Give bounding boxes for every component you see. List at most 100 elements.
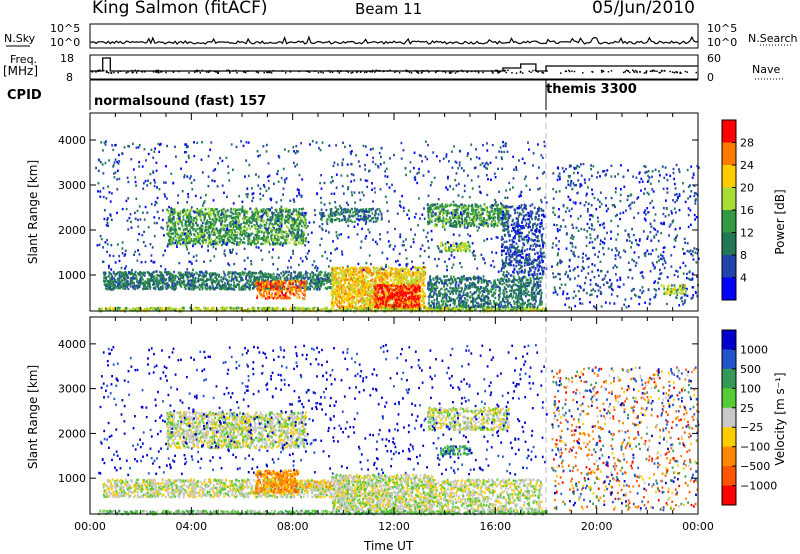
data-cell bbox=[315, 282, 318, 285]
data-cell bbox=[278, 287, 280, 291]
data-cell bbox=[378, 279, 381, 282]
nave-dot bbox=[442, 70, 444, 73]
data-cell bbox=[239, 272, 242, 275]
data-cell bbox=[149, 287, 152, 290]
data-cell bbox=[350, 266, 353, 269]
data-cell bbox=[335, 296, 337, 299]
data-cell bbox=[369, 279, 372, 282]
data-cell bbox=[267, 272, 270, 275]
data-cell bbox=[249, 271, 252, 274]
data-cell bbox=[438, 290, 441, 293]
data-cell bbox=[224, 288, 227, 291]
data-cell bbox=[348, 267, 350, 271]
data-cell bbox=[122, 282, 125, 286]
data-cell bbox=[479, 291, 481, 294]
data-cell bbox=[447, 278, 450, 282]
nave-dot bbox=[141, 70, 143, 73]
data-cell bbox=[193, 278, 195, 282]
data-cell bbox=[272, 280, 275, 283]
data-cell bbox=[158, 288, 161, 291]
data-cell bbox=[194, 281, 197, 284]
data-cell bbox=[244, 282, 247, 285]
data-cell bbox=[346, 269, 349, 272]
data-cell bbox=[272, 283, 275, 286]
data-cell bbox=[170, 280, 172, 283]
data-cell bbox=[254, 278, 257, 282]
data-cell bbox=[207, 307, 209, 310]
data-cell bbox=[287, 284, 290, 287]
data-cell bbox=[508, 289, 511, 292]
data-cell bbox=[218, 283, 221, 287]
station-title: King Salmon (fitACF) bbox=[92, 0, 268, 18]
nave-dot bbox=[515, 72, 518, 74]
data-cell bbox=[233, 285, 236, 288]
data-cell bbox=[332, 281, 335, 285]
data-cell bbox=[380, 307, 383, 311]
data-cell bbox=[320, 309, 323, 312]
data-cell bbox=[287, 273, 290, 276]
data-cell bbox=[516, 305, 519, 308]
data-cell bbox=[284, 307, 286, 310]
data-cell bbox=[186, 271, 189, 274]
data-cell bbox=[471, 308, 474, 311]
data-cell bbox=[161, 280, 164, 283]
data-cell bbox=[464, 288, 467, 291]
data-cell bbox=[310, 281, 312, 285]
data-cell bbox=[190, 284, 192, 288]
freq-tick-bottom: 8 bbox=[66, 71, 73, 84]
nave-dot bbox=[229, 72, 231, 74]
data-cell bbox=[231, 272, 234, 276]
data-cell bbox=[236, 279, 239, 282]
data-cell bbox=[471, 285, 474, 288]
data-cell bbox=[259, 288, 262, 292]
nave-dot bbox=[669, 70, 671, 73]
data-cell bbox=[320, 276, 323, 280]
data-cell bbox=[380, 300, 382, 303]
data-cell bbox=[309, 309, 312, 312]
data-cell bbox=[262, 279, 264, 282]
data-cell bbox=[489, 309, 491, 312]
data-cell bbox=[312, 279, 315, 282]
data-cell bbox=[238, 272, 240, 275]
data-cell bbox=[359, 306, 362, 309]
data-cell bbox=[316, 307, 319, 310]
data-cell bbox=[513, 308, 516, 311]
data-cell bbox=[134, 284, 137, 288]
data-cell bbox=[222, 286, 225, 290]
data-cell bbox=[474, 300, 476, 303]
data-cell bbox=[407, 297, 410, 300]
data-cell bbox=[261, 281, 264, 285]
data-cell bbox=[271, 278, 274, 282]
data-cell bbox=[213, 280, 216, 283]
data-cell bbox=[104, 283, 107, 286]
data-cell bbox=[399, 293, 402, 296]
nave-dot bbox=[356, 71, 358, 74]
data-cell bbox=[313, 273, 315, 277]
data-cell bbox=[471, 296, 474, 299]
nave-dot bbox=[437, 70, 439, 72]
data-cell bbox=[271, 292, 274, 295]
data-cell bbox=[242, 286, 245, 289]
data-cell bbox=[137, 281, 140, 284]
data-cell bbox=[300, 280, 303, 283]
data-cell bbox=[133, 284, 136, 287]
data-cell bbox=[427, 287, 429, 290]
data-cell bbox=[335, 287, 338, 290]
data-cell bbox=[299, 272, 302, 276]
data-cell bbox=[142, 273, 144, 277]
data-cell bbox=[182, 276, 185, 280]
data-cell bbox=[191, 271, 194, 275]
data-cell bbox=[368, 283, 371, 286]
data-cell bbox=[405, 305, 408, 309]
data-cell bbox=[517, 293, 520, 297]
data-cell bbox=[157, 287, 160, 291]
data-cell bbox=[212, 287, 215, 291]
data-cell bbox=[442, 306, 444, 309]
nave-dot bbox=[256, 71, 259, 73]
data-cell bbox=[491, 307, 493, 311]
data-cell bbox=[129, 277, 132, 280]
data-cell bbox=[220, 275, 223, 279]
data-cell bbox=[363, 300, 366, 303]
data-cell bbox=[215, 274, 218, 277]
data-cell bbox=[346, 299, 349, 302]
